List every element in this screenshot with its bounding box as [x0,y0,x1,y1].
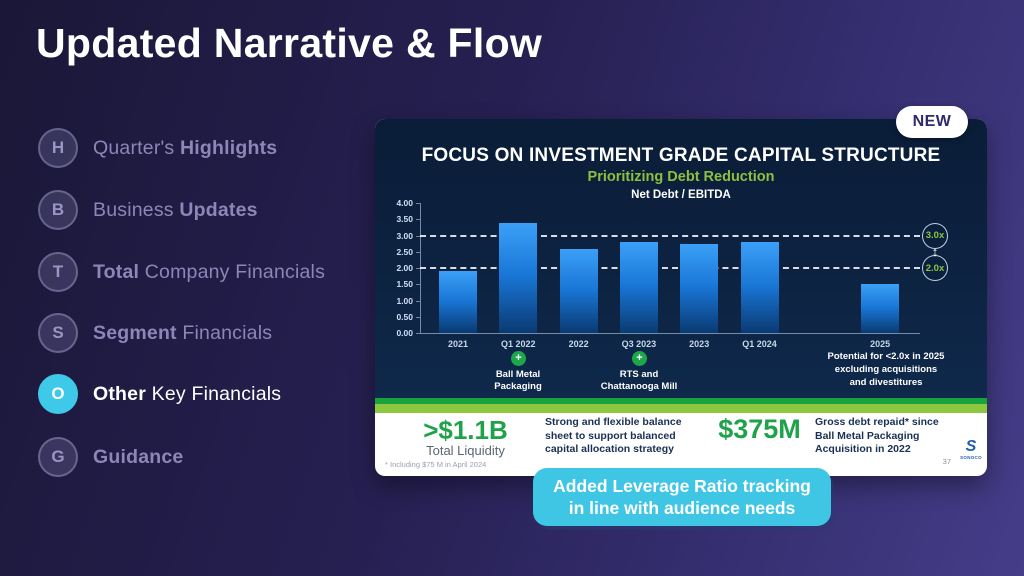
x-axis-line [420,333,920,334]
x-axis-label-Q1 2022: Q1 2022 [501,339,536,349]
bar-2022 [559,248,598,333]
plus-icon: + [511,351,526,366]
y-axis-tick-label: 4.00 [396,198,413,208]
label-bold: Segment [93,321,177,344]
label-post: Company Financials [139,260,326,283]
y-axis-tick [416,284,420,286]
y-axis-tick-label: 3.50 [396,214,413,225]
y-axis-tick [416,203,420,204]
bar-Q1 2024 [740,242,779,333]
sidebar-item-label: Business Updates [93,199,258,222]
x-axis-label-Q1 2024: Q1 2024 [742,339,777,349]
y-axis-tick-label: 3.00 [396,230,413,241]
annotation-potential-2025: Potential for <2.0x in 2025 excluding ac… [827,351,945,388]
bullet-b-icon: B [38,190,78,230]
callout-leverage-ratio: Added Leverage Ratio tracking in line wi… [533,468,831,526]
y-axis-tick [416,251,420,253]
sonoco-logo-text: SONOCO [960,455,982,460]
sidebar-item-quarters-highlights: H Quarter's Highlights [38,128,277,168]
sidebar-item-label: Other Key Financials [93,383,281,406]
sonoco-logo: S SONOCO [957,438,985,461]
label-bold: Total [93,260,140,283]
page-title: Updated Narrative & Flow [36,20,543,66]
slide-subtitle: Prioritizing Debt Reduction [587,169,775,185]
bar-2021 [439,271,477,333]
label-pre: Business [93,198,180,221]
reference-line-2 [420,267,920,269]
sidebar-item-label: Quarter's Highlights [93,137,277,160]
bullet-g-icon: G [38,437,78,477]
label-post: Financials [176,321,273,344]
marker-arrow-icon: ↕ [931,243,939,259]
chart-title: Net Debt / EBITDA [631,189,731,201]
y-axis-tick [416,300,420,302]
label-bold: Guidance [93,445,184,468]
label-bold: Updates [179,198,258,221]
y-axis-tick-label: 1.50 [396,279,413,290]
bar-Q3 2023 [619,242,658,333]
annotation-rts-chattanooga: RTS and Chattanooga Mill [600,369,678,392]
y-axis-tick [416,219,420,221]
bullet-s-icon: S [38,313,78,353]
x-axis-label-2023: 2023 [689,339,710,349]
marker-3.0x: 3.0x [922,222,948,249]
bar-2023 [680,243,719,333]
bar-2025 [861,284,900,333]
stat-total-liquidity-desc: Strong and flexible balance sheet to sup… [545,416,682,455]
annotation-ball-metal: Ball Metal Packaging [494,369,542,392]
y-axis-tick-label: 0.00 [396,328,413,338]
stat-debt-repaid-value: $375M [718,414,801,444]
x-axis-label-2025: 2025 [870,339,891,349]
label-pre: Quarter's [93,136,180,159]
y-axis-tick-label: 1.00 [396,295,413,306]
y-axis-tick [416,268,420,269]
x-axis-label-2022: 2022 [568,339,589,349]
sidebar-item-other-key-financials: O Other Key Financials [38,374,281,414]
y-axis-tick [416,235,420,237]
x-axis-label-2021: 2021 [447,339,469,349]
plus-icon: + [632,351,647,366]
sidebar-item-guidance: G Guidance [38,437,183,477]
marker-2.0x: 2.0x [922,255,948,281]
divider-light-green [375,404,987,413]
slide-card: FOCUS ON INVESTMENT GRADE CAPITAL STRUCT… [375,119,987,476]
y-axis-tick-label: 0.50 [396,311,413,322]
sidebar-item-total-company-financials: T Total Company Financials [38,252,325,292]
sidebar-item-segment-financials: S Segment Financials [38,313,272,353]
bullet-o-icon: O [38,374,78,414]
bullet-h-icon: H [38,128,78,168]
stat-debt-repaid-desc: Gross debt repaid* since Ball Metal Pack… [815,416,939,455]
sonoco-logo-mark: S [965,438,977,455]
reference-line-3 [420,234,920,237]
sidebar-item-label: Segment Financials [93,322,272,345]
bar-Q1 2022 [499,222,538,333]
label-post: Key Financials [146,382,282,405]
divider-dark-green [375,398,987,404]
page-number: 37 [942,457,951,466]
stat-total-liquidity-label: Total Liquidity [426,443,505,458]
sidebar-item-label: Total Company Financials [93,261,325,284]
sidebar-item-business-updates: B Business Updates [38,190,258,230]
x-axis-label-Q3 2023: Q3 2023 [621,339,657,349]
sidebar-item-label: Guidance [93,446,183,469]
stat-total-liquidity-value: >$1.1B [423,415,508,445]
bullet-t-icon: T [38,252,78,292]
label-bold: Other [93,382,147,405]
y-axis-tick-label: 2.50 [396,246,413,257]
label-bold: Highlights [180,136,278,159]
y-axis-tick [416,316,420,318]
net-debt-chart: FOCUS ON INVESTMENT GRADE CAPITAL STRUCT… [375,119,987,398]
new-badge: NEW [896,106,968,138]
y-axis-tick [416,333,420,334]
slide-title: FOCUS ON INVESTMENT GRADE CAPITAL STRUCT… [421,145,941,166]
y-axis-tick-label: 2.00 [396,263,413,273]
footnote: * Including $75 M in April 2024 [385,460,487,469]
